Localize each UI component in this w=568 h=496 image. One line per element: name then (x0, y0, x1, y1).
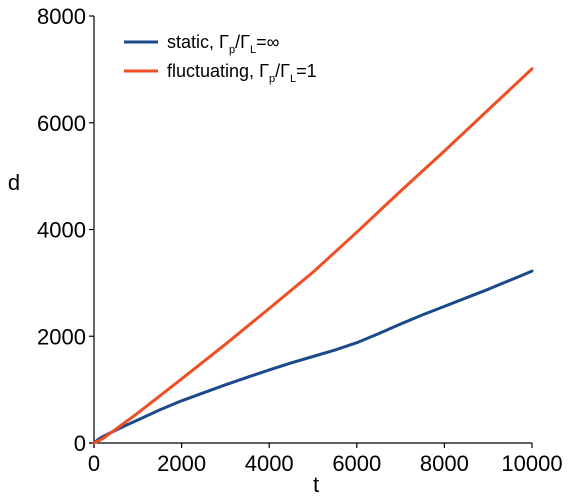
legend: static, Γp/ΓL=∞ fluctuating, Γp/ΓL=1 (124, 32, 317, 85)
legend-entry-1: fluctuating, Γp/ΓL=1 (167, 61, 317, 85)
x-tick-label: 2000 (157, 451, 206, 476)
x-tick-label: 10000 (501, 451, 562, 476)
x-tick-label: 8000 (420, 451, 469, 476)
y-tick-label: 0 (74, 431, 86, 456)
x-tick-label: 0 (88, 451, 100, 476)
x-axis-label: t (313, 472, 319, 496)
series-line-0 (92, 269, 534, 445)
y-tick-label: 4000 (37, 218, 86, 243)
x-tick-label: 6000 (332, 451, 381, 476)
series-group (92, 67, 534, 445)
x-tick-label: 4000 (245, 451, 294, 476)
y-tick-label: 6000 (37, 111, 86, 136)
y-tick-label: 8000 (37, 4, 86, 29)
y-tick-label: 2000 (37, 324, 86, 349)
series-line-1 (92, 67, 534, 445)
axes: 0 2000 4000 6000 8000 10000 0 2000 4000 6000 8000 (37, 4, 563, 476)
y-axis-label: d (8, 170, 20, 195)
legend-entry-0: static, Γp/ΓL=∞ (167, 32, 280, 56)
